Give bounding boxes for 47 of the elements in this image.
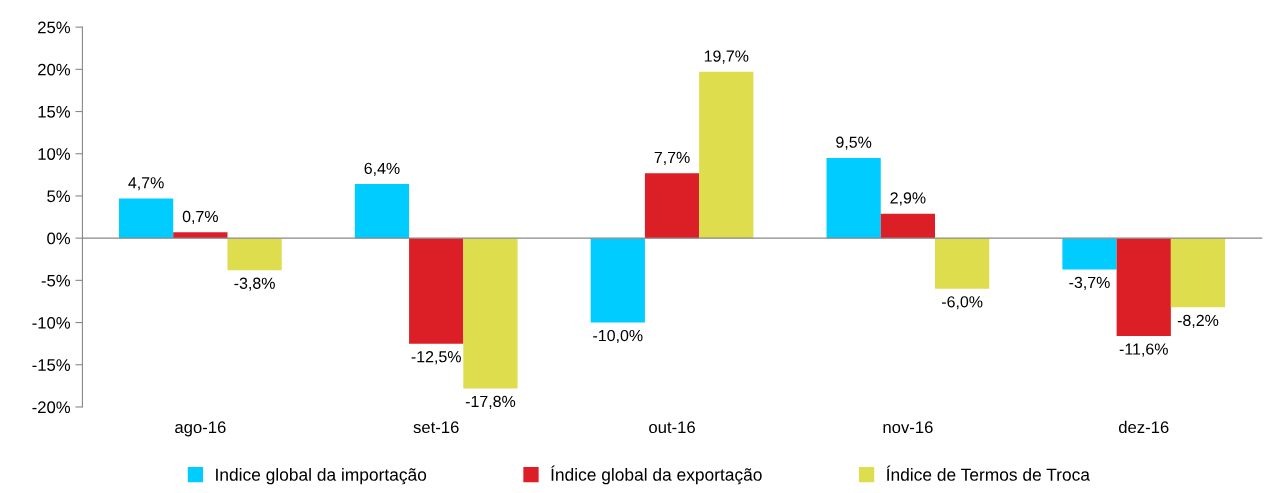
- bar: [227, 238, 282, 271]
- data-label: -12,5%: [411, 351, 461, 365]
- data-label: -3,7%: [1069, 276, 1110, 290]
- data-label: -3,8%: [234, 277, 275, 291]
- y-tick-label: -20%: [32, 401, 71, 414]
- x-tick-label: ago-16: [175, 421, 226, 437]
- bar: [118, 198, 174, 239]
- x-tick-label: nov-16: [883, 421, 933, 434]
- bar: [644, 173, 700, 239]
- legend-label: Índice global da exportação: [551, 465, 762, 485]
- data-label: -8,2%: [1177, 314, 1219, 328]
- y-tick-label: 25%: [38, 21, 71, 34]
- data-label: 9,5%: [836, 136, 872, 150]
- legend-label: Índice de Termos de Troca: [886, 465, 1090, 481]
- y-tick-label: 15%: [38, 106, 71, 118]
- bar: [590, 238, 645, 323]
- bar: [935, 238, 990, 289]
- bar: [699, 71, 754, 239]
- y-tick-label: 20%: [38, 63, 71, 76]
- y-tick-label: -5%: [41, 274, 71, 287]
- y-tick-label: -15%: [32, 359, 71, 371]
- data-label: -17,8%: [465, 395, 516, 409]
- data-label: 6,4%: [364, 162, 400, 176]
- bar: [1170, 238, 1226, 308]
- legend-label: Indice global da importação: [216, 468, 427, 485]
- x-tick-label: out-16: [649, 421, 695, 434]
- data-label: 4,7%: [128, 177, 164, 191]
- bar: [1062, 238, 1117, 270]
- y-tick-label: 0%: [47, 232, 71, 245]
- bar: [354, 184, 410, 239]
- data-label: 19,7%: [704, 50, 749, 64]
- bar: [463, 238, 518, 389]
- y-tick-label: -10%: [32, 316, 71, 329]
- bar: [409, 238, 464, 344]
- data-label: -10,0%: [593, 329, 643, 344]
- y-tick-label: 5%: [47, 190, 71, 203]
- bar: [880, 213, 936, 239]
- x-tick-label: dez-16: [1118, 420, 1169, 434]
- data-label: -11,6%: [1119, 343, 1168, 357]
- data-label: 0,7%: [182, 210, 218, 225]
- data-label: 7,7%: [654, 151, 690, 165]
- data-label: 2,9%: [890, 192, 926, 206]
- data-label: -6,0%: [941, 296, 983, 310]
- bar: [826, 157, 881, 239]
- x-tick-label: set-16: [413, 421, 459, 434]
- bar: [1116, 238, 1171, 337]
- y-tick-label: 10%: [38, 148, 71, 160]
